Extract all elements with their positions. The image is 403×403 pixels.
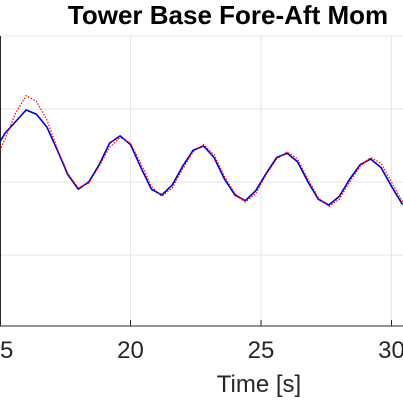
x-tick-label: 20 [117,337,144,364]
plot-area [0,36,403,327]
x-axis-label: Time [s] [217,371,301,398]
x-tick-label: 30 [378,337,403,364]
x-tick-label: 25 [248,337,275,364]
chart-title: Tower Base Fore-Aft Mom [68,0,388,30]
x-tick-label: 15 [0,337,13,364]
x-tick-labels: 15 20 25 30 [0,320,403,364]
series-layer [0,94,403,208]
series-line-1 [0,109,403,206]
grid [0,35,403,326]
series-line-2 [0,94,403,208]
